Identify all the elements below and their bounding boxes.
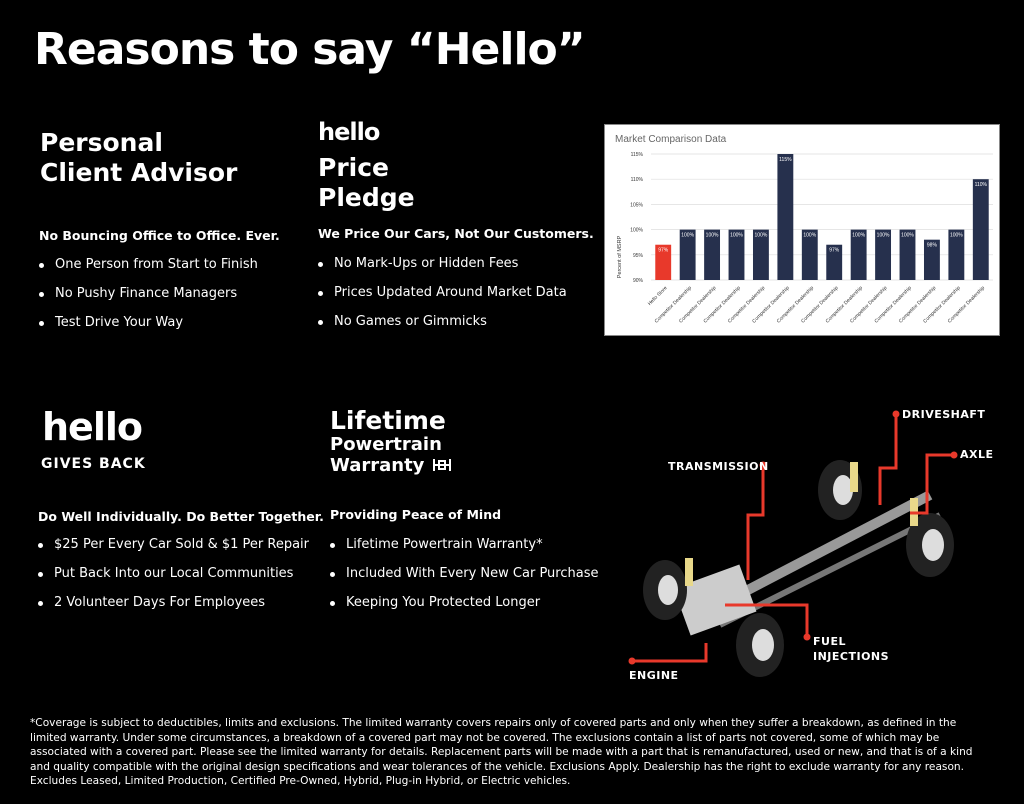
data-label: 97% — [658, 248, 669, 254]
chassis-diagram — [628, 410, 958, 677]
list-item: Lifetime Powertrain Warranty* — [330, 537, 598, 552]
bar — [875, 229, 892, 280]
y-tick-label: 100% — [630, 228, 643, 234]
chassis-illustration — [643, 460, 954, 677]
list-item: Included With Every New Car Purchase — [330, 566, 598, 581]
data-label: 98% — [927, 243, 938, 249]
subheading: No Bouncing Office to Office. Ever. — [39, 228, 280, 243]
data-label: 100% — [755, 233, 768, 239]
y-tick-label: 90% — [633, 278, 644, 284]
list-item: Prices Updated Around Market Data — [318, 285, 567, 300]
bar — [728, 229, 745, 280]
bar — [801, 229, 818, 280]
label-engine: ENGINE — [629, 669, 679, 682]
list-item: One Person from Start to Finish — [39, 257, 258, 272]
chart-title: Market Comparison Data — [615, 134, 727, 145]
list-item: 2 Volunteer Days For Employees — [38, 595, 309, 610]
list-item: $25 Per Every Car Sold & $1 Per Repair — [38, 537, 309, 552]
data-label: 100% — [803, 233, 816, 239]
footnote: *Coverage is subject to deductibles, lim… — [30, 717, 973, 787]
list-item: No Pushy Finance Managers — [39, 286, 258, 301]
label-driveshaft: DRIVESHAFT — [902, 408, 986, 421]
list-item: No Mark-Ups or Hidden Fees — [318, 256, 567, 271]
x-tick-label: Hello Store — [647, 285, 669, 307]
heading-line: Personal — [40, 128, 163, 157]
data-label: 100% — [730, 233, 743, 239]
heading-line: Client Advisor — [40, 158, 238, 187]
bar — [655, 244, 672, 280]
hello-logo: hello — [318, 118, 380, 146]
list-item: Put Back Into our Local Communities — [38, 566, 309, 581]
data-label: 100% — [901, 233, 914, 239]
heading-line: Pledge — [318, 183, 415, 212]
callout-lines — [632, 414, 954, 663]
bar — [679, 229, 696, 280]
data-label: 100% — [852, 233, 865, 239]
hello-logo: hello — [42, 405, 143, 449]
data-label: 100% — [877, 233, 890, 239]
bar — [972, 179, 989, 280]
subheading: Providing Peace of Mind — [330, 507, 502, 522]
data-label: 97% — [829, 248, 840, 254]
chart-svg: Market Comparison Data Percent of MSRP 9… — [615, 134, 993, 325]
data-label: 100% — [681, 233, 694, 239]
market-comparison-chart: Market Comparison Data Percent of MSRP 9… — [604, 124, 1000, 336]
list-item: Keeping You Protected Longer — [330, 595, 598, 610]
label-fuel: FUEL — [813, 635, 846, 648]
y-tick-label: 95% — [633, 253, 644, 259]
list-item: Test Drive Your Way — [39, 315, 258, 330]
gives-back-logo: GIVES BACK — [41, 456, 146, 472]
bar — [826, 244, 843, 280]
heading-line: Powertrain — [330, 434, 442, 455]
label-transmission: TRANSMISSION — [668, 460, 769, 473]
data-label: 100% — [706, 233, 719, 239]
data-label: 100% — [950, 233, 963, 239]
heading-line: Price — [318, 153, 389, 182]
axle-icon — [432, 459, 451, 471]
callout-dots — [628, 410, 958, 665]
data-label: 115% — [779, 157, 792, 163]
heading-line: Warranty — [330, 455, 425, 476]
y-tick-label: 110% — [631, 177, 644, 183]
bar — [704, 229, 721, 280]
bar — [777, 154, 794, 280]
section-advisor: Personal Client Advisor — [40, 128, 237, 188]
bar — [752, 229, 769, 280]
y-tick-label: 105% — [630, 202, 643, 208]
bar — [948, 229, 965, 280]
list-item: No Games or Gimmicks — [318, 314, 567, 329]
subheading: We Price Our Cars, Not Our Customers. — [318, 226, 594, 241]
bar — [899, 229, 916, 280]
data-label: 110% — [975, 182, 988, 188]
label-axle: AXLE — [960, 448, 994, 461]
label-injections: INJECTIONS — [813, 650, 890, 663]
y-axis-label: Percent of MSRP — [617, 235, 623, 278]
bar — [850, 229, 867, 280]
heading-line: Lifetime — [330, 406, 446, 435]
y-tick-label: 115% — [631, 152, 644, 158]
page-title: Reasons to say “Hello” — [34, 24, 586, 75]
subheading: Do Well Individually. Do Better Together… — [38, 509, 324, 524]
bar — [923, 239, 940, 280]
warranty-logo: Lifetime Powertrain Warranty — [330, 408, 453, 476]
